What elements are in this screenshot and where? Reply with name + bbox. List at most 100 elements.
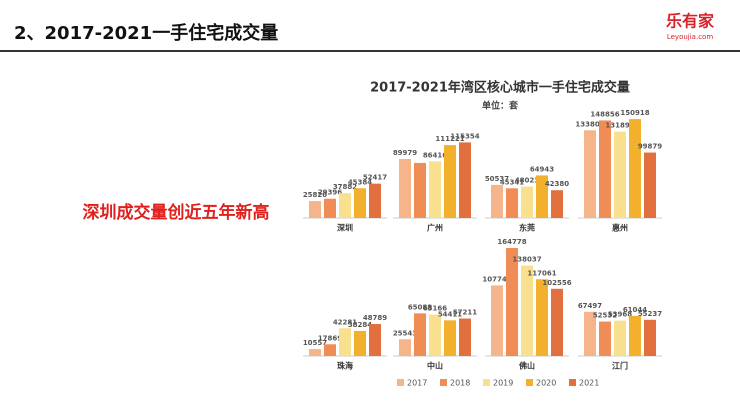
data-label: 54411 — [438, 310, 462, 318]
data-label: 148856 — [590, 110, 619, 118]
bar — [599, 120, 611, 218]
category-label: 深圳 — [337, 223, 353, 233]
data-label: 48789 — [363, 314, 387, 322]
category-label: 东莞 — [519, 223, 535, 233]
category-label: 惠州 — [612, 223, 628, 233]
data-label: 64943 — [530, 165, 554, 173]
bar — [354, 330, 366, 356]
logo-sub: Leyoujia.com — [667, 33, 713, 41]
data-label: 50537 — [485, 175, 509, 183]
bar — [399, 159, 411, 218]
category-label: 广州 — [427, 223, 443, 233]
bar — [599, 321, 611, 356]
data-label: 25820 — [303, 191, 327, 199]
bar — [414, 313, 426, 356]
bar — [309, 349, 321, 356]
bar — [309, 201, 321, 218]
bar — [459, 142, 471, 218]
bar — [644, 319, 656, 356]
legend-label: 2021 — [579, 379, 599, 388]
bar — [551, 190, 563, 218]
data-label: 89979 — [393, 149, 417, 157]
bar — [339, 328, 351, 356]
bar — [506, 188, 518, 218]
bar — [324, 198, 336, 218]
legend-swatch — [440, 379, 447, 386]
bar — [369, 324, 381, 356]
bar — [551, 288, 563, 356]
data-label: 67497 — [578, 302, 602, 310]
data-label: 10557 — [303, 339, 327, 347]
data-label: 57211 — [453, 309, 477, 317]
data-label: 17869 — [318, 334, 342, 342]
data-label: 107749 — [482, 275, 511, 283]
data-label: 102556 — [542, 279, 571, 287]
category-label: 中山 — [427, 361, 443, 371]
data-label: 37882 — [333, 183, 357, 191]
bar — [459, 318, 471, 356]
bar — [324, 344, 336, 356]
data-label: 38284 — [348, 321, 372, 329]
data-label: 45384 — [348, 178, 372, 186]
data-label: 131891 — [605, 122, 634, 130]
bar — [644, 152, 656, 218]
bar — [354, 188, 366, 218]
data-label: 150918 — [620, 109, 649, 117]
bar — [444, 145, 456, 218]
data-label: 138037 — [512, 256, 541, 264]
bar — [614, 131, 626, 218]
bar — [491, 285, 503, 356]
bar — [536, 175, 548, 218]
bar — [491, 184, 503, 218]
legend-swatch — [569, 379, 576, 386]
bar — [339, 193, 351, 218]
bar — [536, 279, 548, 356]
data-label: 99879 — [638, 143, 662, 151]
bar — [399, 339, 411, 356]
data-label: 164778 — [497, 238, 526, 246]
category-label: 珠海 — [337, 361, 353, 371]
bar — [444, 320, 456, 356]
data-label: 29396 — [318, 189, 342, 197]
bar — [369, 183, 381, 218]
data-label: 52417 — [363, 174, 387, 182]
bar — [414, 162, 426, 218]
data-label: 25543 — [393, 329, 417, 337]
bar — [429, 314, 441, 356]
data-label: 65088 — [408, 303, 432, 311]
legend-label: 2018 — [450, 379, 470, 388]
legend-label: 2019 — [493, 379, 513, 388]
bar — [629, 315, 641, 356]
legend-swatch — [397, 379, 404, 386]
category-label: 江门 — [612, 361, 628, 371]
legend-swatch — [526, 379, 533, 386]
bar — [521, 186, 533, 218]
bar — [614, 320, 626, 356]
highlight-text: 深圳成交量创近五年新高 — [83, 202, 270, 223]
data-label: 53968 — [608, 311, 632, 319]
data-label: 45341 — [500, 178, 524, 186]
bar — [521, 265, 533, 356]
data-label: 48023 — [515, 177, 539, 185]
legend-label: 2017 — [407, 379, 427, 388]
data-label: 42281 — [333, 318, 357, 326]
data-label: 63166 — [423, 305, 447, 313]
data-label: 55237 — [638, 310, 662, 318]
category-label: 佛山 — [518, 361, 535, 371]
legend-label: 2020 — [536, 379, 556, 388]
data-label: 52532 — [593, 312, 617, 320]
data-label: 86416 — [423, 151, 447, 159]
data-label: 111221 — [435, 135, 464, 143]
logo: 乐有家 — [666, 12, 715, 31]
data-label: 117061 — [527, 269, 556, 277]
chart-subtitle: 单位：套 — [482, 100, 519, 112]
bar — [629, 119, 641, 218]
bar — [584, 311, 596, 356]
legend-swatch — [483, 379, 490, 386]
bar — [429, 161, 441, 218]
bar — [584, 130, 596, 218]
data-label: 61044 — [623, 306, 647, 314]
data-label: 42380 — [545, 180, 569, 188]
data-label: 115354 — [450, 132, 479, 140]
